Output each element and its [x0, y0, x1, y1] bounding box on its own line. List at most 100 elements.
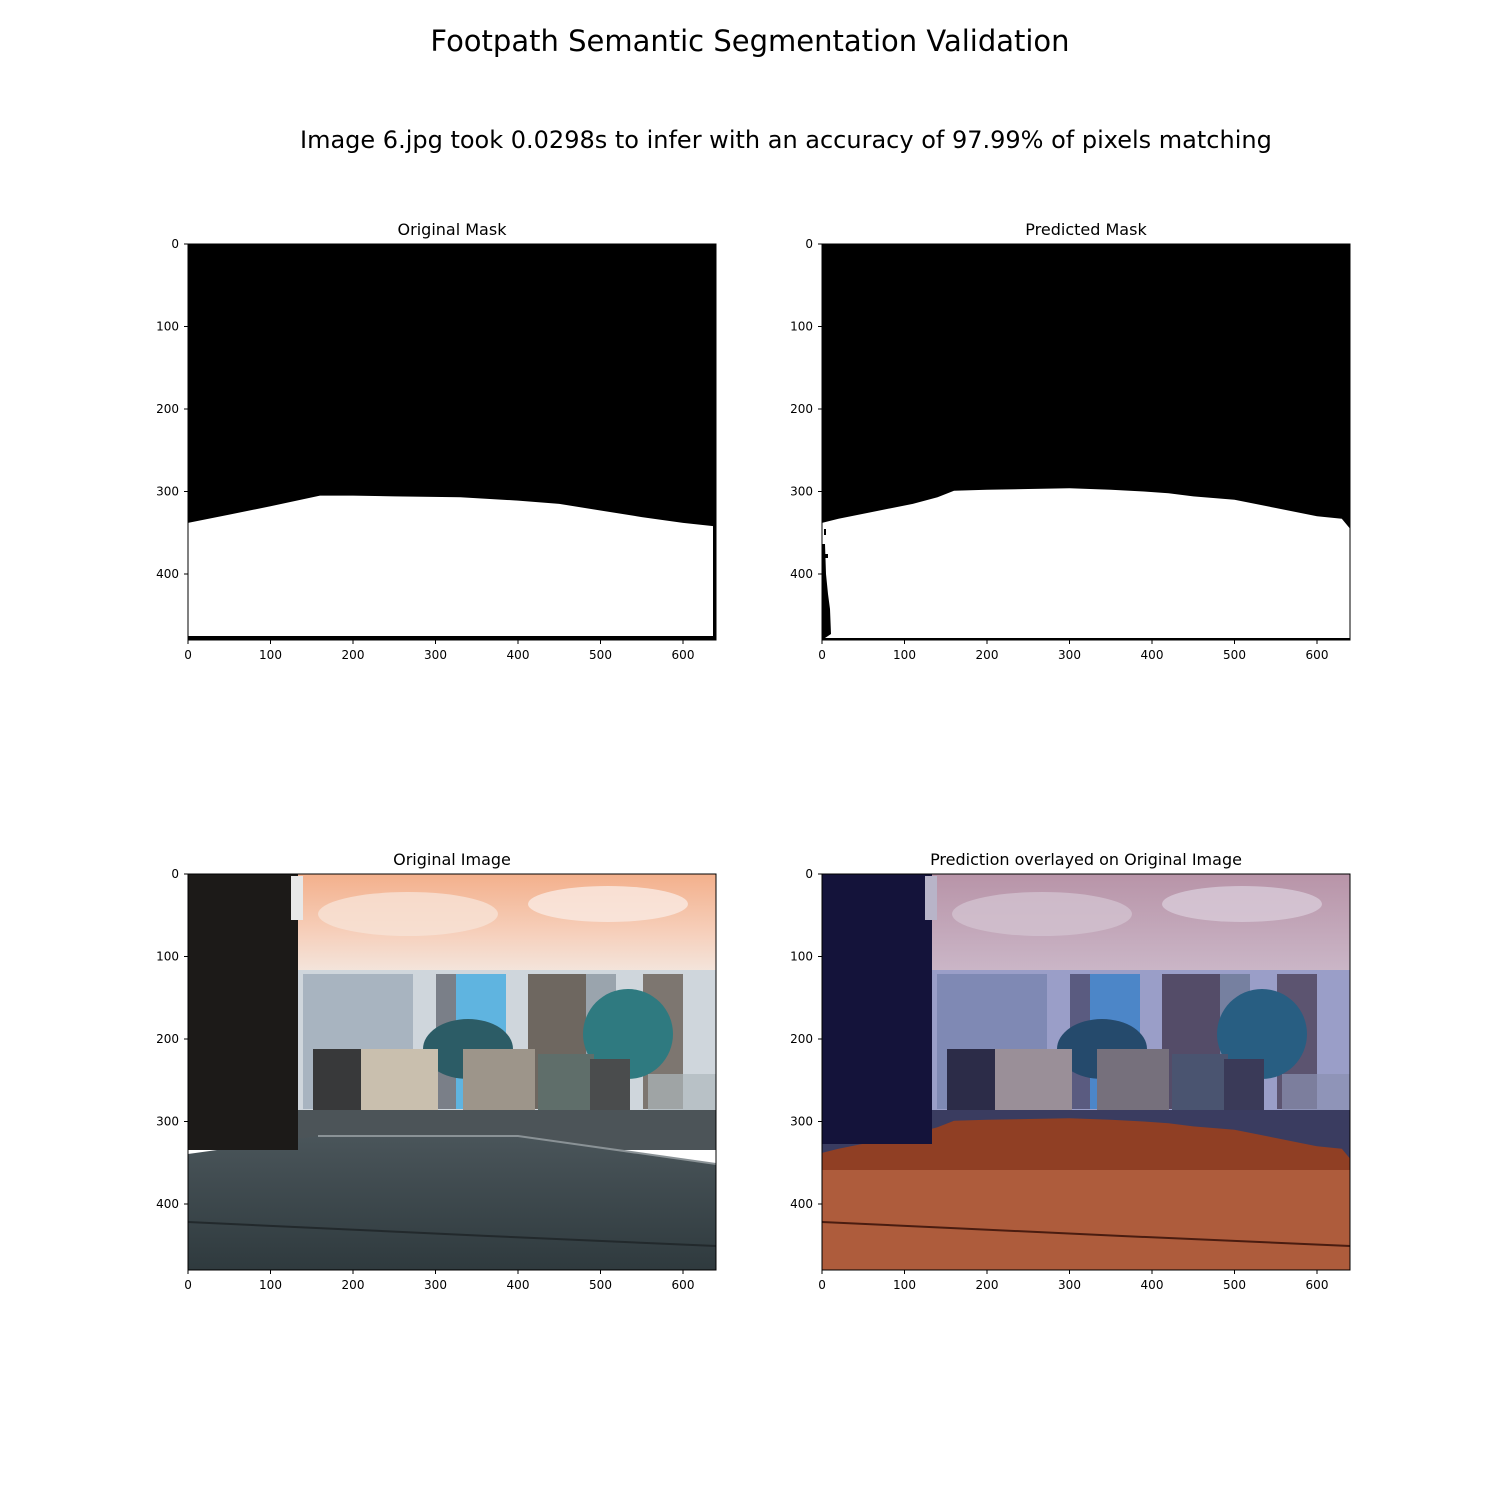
mask-noise-speck	[825, 554, 828, 558]
x-tick-label: 200	[976, 648, 999, 662]
x-tick-label: 100	[259, 1278, 282, 1292]
y-tick-label: 400	[156, 1197, 179, 1211]
original-image-panel: 0 100 200 300 400 500 600 0 100 200 300 400	[156, 867, 717, 1292]
mask-bottom-border	[188, 636, 716, 640]
container-beige	[994, 1049, 1072, 1111]
predicted-mask-axes: 0 100 200 300 400 500 600 0 100 200 300 400	[790, 237, 1351, 662]
x-tick-label: 500	[1223, 1278, 1246, 1292]
x-tick-label: 600	[672, 648, 695, 662]
container-beige	[360, 1049, 438, 1111]
x-tick-label: 300	[1058, 648, 1081, 662]
x-tick-label: 0	[818, 1278, 826, 1292]
x-tick-label: 100	[259, 648, 282, 662]
fence	[1282, 1074, 1350, 1111]
container-green	[1172, 1054, 1228, 1111]
photo-scene	[187, 874, 717, 1270]
ground-crack	[187, 1221, 717, 1247]
kerb-line	[318, 1135, 717, 1165]
cloud	[952, 892, 1132, 936]
overlay-panel: 0 100 200 300 400 500 600 0 100 200 300 400	[790, 867, 1351, 1292]
x-tick-label: 300	[424, 1278, 447, 1292]
axes-frame	[187, 873, 717, 1271]
x-tick-label: 600	[672, 1278, 695, 1292]
y-tick-label: 300	[156, 1115, 179, 1129]
container-dark	[1224, 1059, 1264, 1111]
footpath-overlay-region	[822, 1118, 1350, 1270]
container-green	[538, 1054, 594, 1111]
panel-title-original-image: Original Image	[393, 850, 511, 869]
x-tick-label: 200	[342, 648, 365, 662]
container-grey	[463, 1049, 535, 1111]
tree	[1217, 989, 1307, 1079]
x-tick-label: 400	[1141, 648, 1164, 662]
mask-noise-speck	[824, 529, 826, 535]
y-tick-label: 400	[790, 567, 813, 581]
sign	[925, 876, 937, 920]
wall-left	[822, 874, 932, 1144]
y-tick-label: 300	[790, 485, 813, 499]
y-tick-label: 300	[790, 1115, 813, 1129]
cloud	[528, 886, 688, 922]
original-image-axes: 0 100 200 300 400 500 600 0 100 200 300 400	[156, 867, 717, 1292]
predicted-mask-panel: 0 100 200 300 400 500 600 0 100 200 300 400	[790, 237, 1351, 662]
wall-left	[188, 874, 298, 1150]
x-tick-label: 400	[1141, 1278, 1164, 1292]
panel-title-predicted-mask: Predicted Mask	[1025, 220, 1147, 239]
y-tick-label: 0	[171, 237, 179, 251]
y-tick-label: 400	[790, 1197, 813, 1211]
cloud	[1162, 886, 1322, 922]
footpath-mask-region	[822, 488, 1350, 640]
x-tick-label: 0	[184, 648, 192, 662]
mask-right-border	[713, 524, 716, 640]
figure-title: Footpath Semantic Segmentation Validatio…	[430, 24, 1070, 58]
y-tick-label: 300	[156, 485, 179, 499]
container-dark	[947, 1049, 995, 1111]
axes-frame	[187, 243, 717, 641]
tree	[583, 989, 673, 1079]
x-tick-label: 400	[507, 1278, 530, 1292]
x-tick-label: 100	[893, 648, 916, 662]
x-tick-label: 500	[1223, 648, 1246, 662]
y-tick-label: 100	[156, 320, 179, 334]
panel-title-overlay: Prediction overlayed on Original Image	[930, 850, 1242, 869]
original-mask-panel: 0 100 200 300 400 500 600 0 100 200 300 400	[156, 237, 717, 662]
y-tick-label: 200	[790, 402, 813, 416]
cloud	[318, 892, 498, 936]
mask-noise-left	[822, 544, 831, 640]
x-tick-label: 600	[1306, 1278, 1329, 1292]
photo-scene	[821, 874, 1351, 1270]
sign	[291, 876, 303, 920]
container-dark	[590, 1059, 630, 1111]
y-tick-label: 100	[790, 320, 813, 334]
x-tick-label: 600	[1306, 648, 1329, 662]
x-tick-label: 500	[589, 648, 612, 662]
y-tick-label: 0	[805, 237, 813, 251]
x-tick-label: 400	[507, 648, 530, 662]
figure-subtitle: Image 6.jpg took 0.0298s to infer with a…	[300, 126, 1272, 154]
axes-frame	[821, 243, 1351, 641]
y-tick-label: 0	[805, 867, 813, 881]
x-tick-label: 200	[342, 1278, 365, 1292]
x-tick-label: 200	[976, 1278, 999, 1292]
container-grey	[1097, 1049, 1169, 1111]
x-tick-label: 0	[818, 648, 826, 662]
x-tick-label: 300	[424, 648, 447, 662]
footpath-mask-region	[188, 495, 715, 640]
y-tick-label: 0	[171, 867, 179, 881]
ground-crack	[821, 1221, 1351, 1247]
y-tick-label: 200	[790, 1032, 813, 1046]
x-tick-label: 500	[589, 1278, 612, 1292]
panel-title-original-mask: Original Mask	[397, 220, 507, 239]
original-mask-axes: 0 100 200 300 400 500 600 0 100 200 300 400	[156, 237, 717, 662]
x-tick-label: 100	[893, 1278, 916, 1292]
y-tick-label: 400	[156, 567, 179, 581]
y-tick-label: 200	[156, 402, 179, 416]
y-tick-label: 100	[156, 950, 179, 964]
y-tick-label: 200	[156, 1032, 179, 1046]
footpath-ground	[188, 1136, 716, 1270]
fence	[648, 1074, 716, 1111]
x-tick-label: 0	[184, 1278, 192, 1292]
x-tick-label: 300	[1058, 1278, 1081, 1292]
overlay-axes: 0 100 200 300 400 500 600 0 100 200 300 400	[790, 867, 1351, 1292]
mask-bottom-border	[822, 638, 1350, 640]
